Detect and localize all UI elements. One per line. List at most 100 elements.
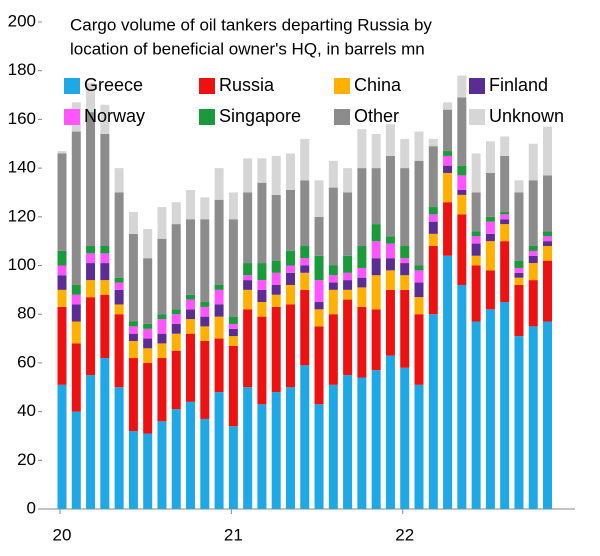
bar-segment bbox=[57, 265, 67, 276]
bar-segment bbox=[457, 97, 467, 166]
bar-segment bbox=[357, 277, 367, 288]
bar-segment bbox=[57, 250, 67, 266]
bar-segment bbox=[514, 260, 524, 268]
bar-segment bbox=[471, 255, 481, 266]
bar-segment bbox=[343, 272, 353, 281]
bar-segment bbox=[157, 207, 167, 239]
bar-segment bbox=[457, 284, 467, 509]
bar-segment bbox=[485, 233, 495, 242]
bar-segment bbox=[257, 289, 267, 303]
bar-segment bbox=[428, 138, 438, 147]
bar-segment bbox=[471, 236, 481, 244]
legend-label: Singapore bbox=[219, 106, 301, 126]
bar-segment bbox=[528, 250, 538, 256]
bar-segment bbox=[157, 358, 167, 422]
bar-segment bbox=[500, 214, 510, 220]
bar-segment bbox=[471, 243, 481, 256]
bar-segment bbox=[257, 302, 267, 317]
bar-segment bbox=[543, 260, 553, 322]
bar-segment bbox=[457, 165, 467, 176]
x-tick-label: 20 bbox=[53, 525, 72, 544]
bar-segment bbox=[314, 180, 324, 217]
bar-segment bbox=[514, 267, 524, 273]
bar-segment bbox=[271, 306, 281, 393]
bar-segment bbox=[157, 421, 167, 509]
bar-segment bbox=[243, 387, 253, 509]
bar-segment bbox=[457, 214, 467, 285]
bar-segment bbox=[100, 134, 110, 247]
bar-segment bbox=[114, 192, 124, 278]
bar-segment bbox=[271, 284, 281, 295]
bar-segment bbox=[171, 224, 181, 310]
legend-label: Greece bbox=[84, 75, 143, 95]
bar-segment bbox=[228, 336, 238, 346]
bar-segment bbox=[385, 289, 395, 356]
bar-segment bbox=[385, 258, 395, 271]
bar-segment bbox=[371, 241, 381, 259]
bar-segment bbox=[357, 267, 367, 278]
bar-segment bbox=[343, 375, 353, 509]
bar-segment bbox=[257, 404, 267, 509]
bar-segment bbox=[471, 192, 481, 232]
bar-segment bbox=[171, 202, 181, 225]
bar-segment bbox=[357, 129, 367, 169]
bar-segment bbox=[543, 236, 553, 242]
bar-segment bbox=[414, 270, 424, 283]
bar-segment bbox=[114, 168, 124, 193]
bar-segment bbox=[57, 306, 67, 385]
bar-segment bbox=[314, 309, 324, 327]
bar-segment bbox=[371, 370, 381, 509]
bar-segment bbox=[228, 219, 238, 317]
bar-segment bbox=[71, 304, 81, 322]
legend-swatch bbox=[469, 78, 485, 94]
bar-segment bbox=[243, 192, 253, 264]
bar-segment bbox=[500, 136, 510, 156]
bar-segment bbox=[285, 153, 295, 191]
bar-segment bbox=[514, 180, 524, 193]
bar-segment bbox=[57, 153, 67, 251]
bar-segment bbox=[228, 345, 238, 427]
bar-segment bbox=[128, 321, 138, 327]
bar-segment bbox=[328, 187, 338, 266]
bar-segment bbox=[357, 168, 367, 247]
bar-segment bbox=[428, 146, 438, 208]
bar-segment bbox=[400, 275, 410, 290]
bar-segment bbox=[357, 377, 367, 509]
bar-segment bbox=[128, 431, 138, 509]
y-tick-label: 200 bbox=[8, 11, 36, 30]
bar-segment bbox=[457, 194, 467, 215]
bar-segment bbox=[100, 104, 110, 135]
bar-segment bbox=[271, 392, 281, 509]
bar-segment bbox=[128, 358, 138, 432]
bar-segment bbox=[371, 275, 381, 310]
bar-segment bbox=[143, 362, 153, 434]
bar-segment bbox=[500, 155, 510, 212]
bar-segment bbox=[86, 375, 96, 509]
bar-segment bbox=[514, 277, 524, 285]
bar-segment bbox=[143, 328, 153, 339]
bar-segment bbox=[314, 404, 324, 509]
bar-segment bbox=[71, 321, 81, 344]
bar-segment bbox=[171, 309, 181, 315]
bar-segment bbox=[414, 282, 424, 298]
bar-segment bbox=[414, 314, 424, 385]
bar-segment bbox=[500, 211, 510, 215]
bar-segment bbox=[200, 326, 210, 341]
bar-segment bbox=[400, 367, 410, 509]
bar-segment bbox=[314, 255, 324, 281]
bar-segment bbox=[114, 387, 124, 509]
bar-segment bbox=[214, 304, 224, 317]
bar-segment bbox=[357, 246, 367, 268]
bar-segment bbox=[314, 302, 324, 310]
bar-segment bbox=[428, 207, 438, 215]
bar-segment bbox=[243, 289, 253, 310]
bar-segment bbox=[143, 338, 153, 349]
bar-segment bbox=[200, 316, 210, 327]
bar-segment bbox=[443, 255, 453, 509]
bar-segment bbox=[385, 243, 395, 259]
bar-segment bbox=[243, 263, 253, 276]
bar-segment bbox=[357, 287, 367, 307]
bar-segment bbox=[485, 309, 495, 509]
bar-segment bbox=[86, 263, 96, 281]
